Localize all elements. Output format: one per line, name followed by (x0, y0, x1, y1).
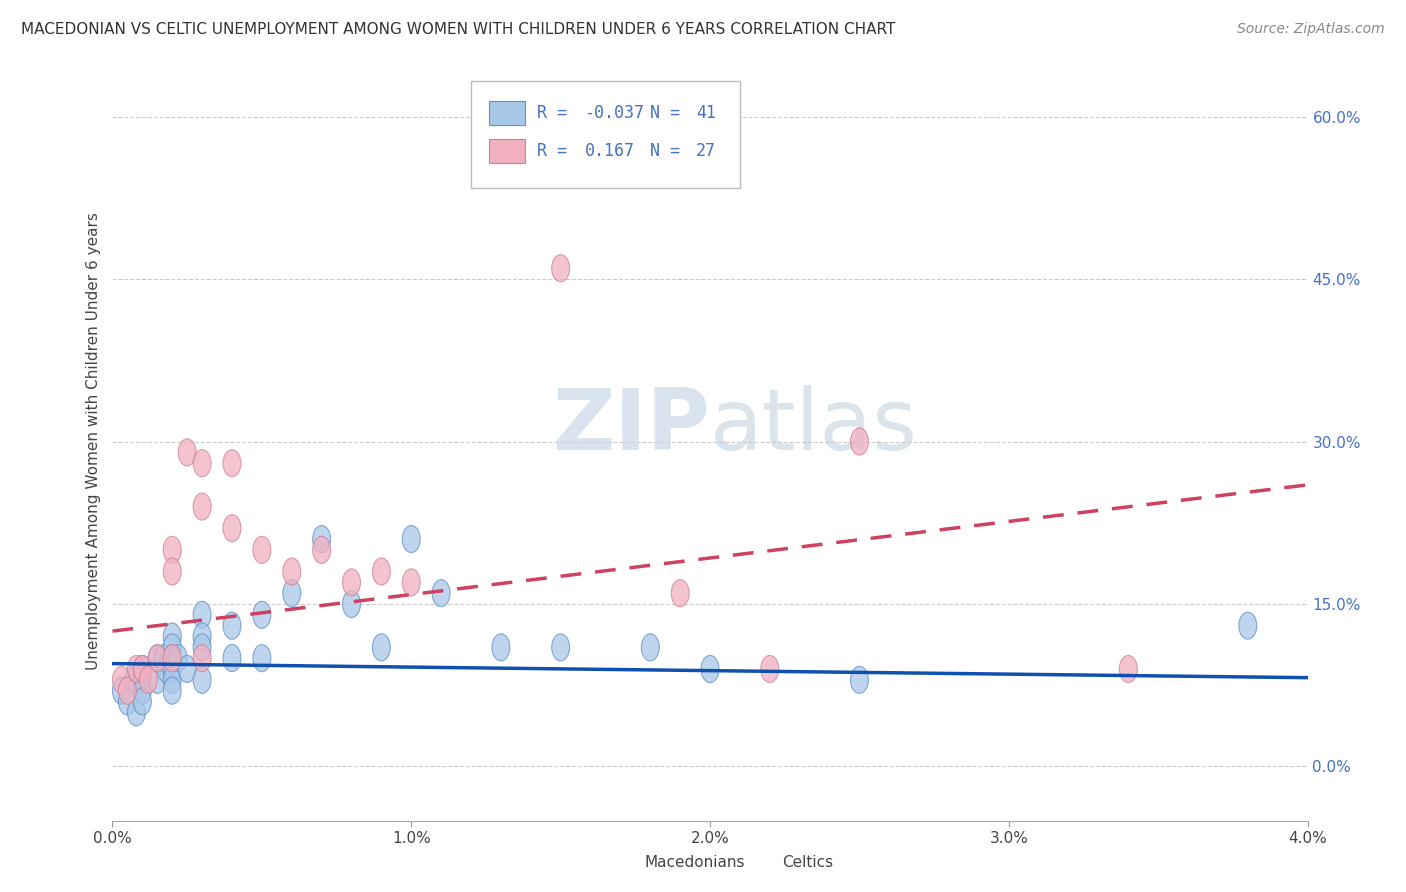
Ellipse shape (163, 666, 181, 693)
FancyBboxPatch shape (747, 855, 772, 876)
Ellipse shape (224, 450, 240, 476)
Ellipse shape (851, 666, 869, 693)
Ellipse shape (224, 515, 240, 541)
Text: 0.167: 0.167 (585, 142, 634, 161)
Ellipse shape (134, 656, 152, 682)
FancyBboxPatch shape (609, 855, 634, 876)
Ellipse shape (343, 591, 360, 617)
Ellipse shape (193, 623, 211, 650)
Text: atlas: atlas (710, 384, 918, 468)
Ellipse shape (312, 525, 330, 552)
Ellipse shape (851, 428, 869, 455)
Ellipse shape (312, 536, 330, 564)
Ellipse shape (1239, 612, 1257, 640)
Text: Source: ZipAtlas.com: Source: ZipAtlas.com (1237, 22, 1385, 37)
Ellipse shape (492, 125, 510, 152)
Text: 41: 41 (696, 104, 716, 122)
Text: Macedonians: Macedonians (644, 855, 745, 870)
FancyBboxPatch shape (471, 81, 740, 187)
Ellipse shape (402, 525, 420, 552)
Text: N =: N = (650, 142, 690, 161)
Text: MACEDONIAN VS CELTIC UNEMPLOYMENT AMONG WOMEN WITH CHILDREN UNDER 6 YEARS CORREL: MACEDONIAN VS CELTIC UNEMPLOYMENT AMONG … (21, 22, 896, 37)
Ellipse shape (343, 569, 360, 596)
Ellipse shape (149, 645, 166, 672)
Ellipse shape (112, 666, 131, 693)
Ellipse shape (179, 656, 197, 682)
Text: N =: N = (650, 104, 690, 122)
Ellipse shape (283, 558, 301, 585)
Ellipse shape (163, 634, 181, 661)
Ellipse shape (163, 656, 181, 682)
Ellipse shape (193, 450, 211, 476)
Ellipse shape (283, 580, 301, 607)
FancyBboxPatch shape (489, 139, 524, 163)
Ellipse shape (118, 677, 136, 704)
Ellipse shape (224, 612, 240, 640)
Ellipse shape (134, 688, 152, 715)
Ellipse shape (193, 601, 211, 628)
Ellipse shape (163, 677, 181, 704)
Ellipse shape (155, 645, 172, 672)
Ellipse shape (253, 645, 271, 672)
Ellipse shape (149, 645, 166, 672)
Ellipse shape (163, 536, 181, 564)
Ellipse shape (134, 677, 152, 704)
Ellipse shape (253, 601, 271, 628)
Ellipse shape (193, 666, 211, 693)
Ellipse shape (163, 558, 181, 585)
Ellipse shape (373, 558, 391, 585)
Ellipse shape (134, 656, 152, 682)
Ellipse shape (224, 645, 240, 672)
Ellipse shape (124, 666, 142, 693)
Ellipse shape (112, 677, 131, 704)
Ellipse shape (139, 666, 157, 693)
Y-axis label: Unemployment Among Women with Children Under 6 years: Unemployment Among Women with Children U… (86, 212, 101, 671)
Ellipse shape (163, 645, 181, 672)
Ellipse shape (128, 656, 145, 682)
Ellipse shape (671, 580, 689, 607)
Ellipse shape (702, 656, 718, 682)
Ellipse shape (163, 623, 181, 650)
Ellipse shape (193, 634, 211, 661)
Text: ZIP: ZIP (553, 384, 710, 468)
Text: R =: R = (537, 142, 576, 161)
Ellipse shape (128, 698, 145, 726)
Ellipse shape (193, 645, 211, 672)
Ellipse shape (761, 656, 779, 682)
Text: R =: R = (537, 104, 576, 122)
Ellipse shape (118, 688, 136, 715)
Text: Celtics: Celtics (782, 855, 832, 870)
Ellipse shape (163, 645, 181, 672)
Ellipse shape (149, 666, 166, 693)
Ellipse shape (179, 439, 197, 466)
Ellipse shape (1119, 656, 1137, 682)
Ellipse shape (432, 580, 450, 607)
Ellipse shape (551, 255, 569, 282)
Ellipse shape (492, 634, 510, 661)
Ellipse shape (551, 634, 569, 661)
Ellipse shape (157, 656, 176, 682)
Ellipse shape (373, 634, 391, 661)
Ellipse shape (253, 536, 271, 564)
Ellipse shape (193, 493, 211, 520)
Ellipse shape (402, 569, 420, 596)
Text: -0.037: -0.037 (585, 104, 644, 122)
FancyBboxPatch shape (489, 101, 524, 126)
Ellipse shape (641, 634, 659, 661)
Ellipse shape (134, 666, 152, 693)
Ellipse shape (169, 645, 187, 672)
Ellipse shape (134, 656, 152, 682)
Text: 27: 27 (696, 142, 716, 161)
